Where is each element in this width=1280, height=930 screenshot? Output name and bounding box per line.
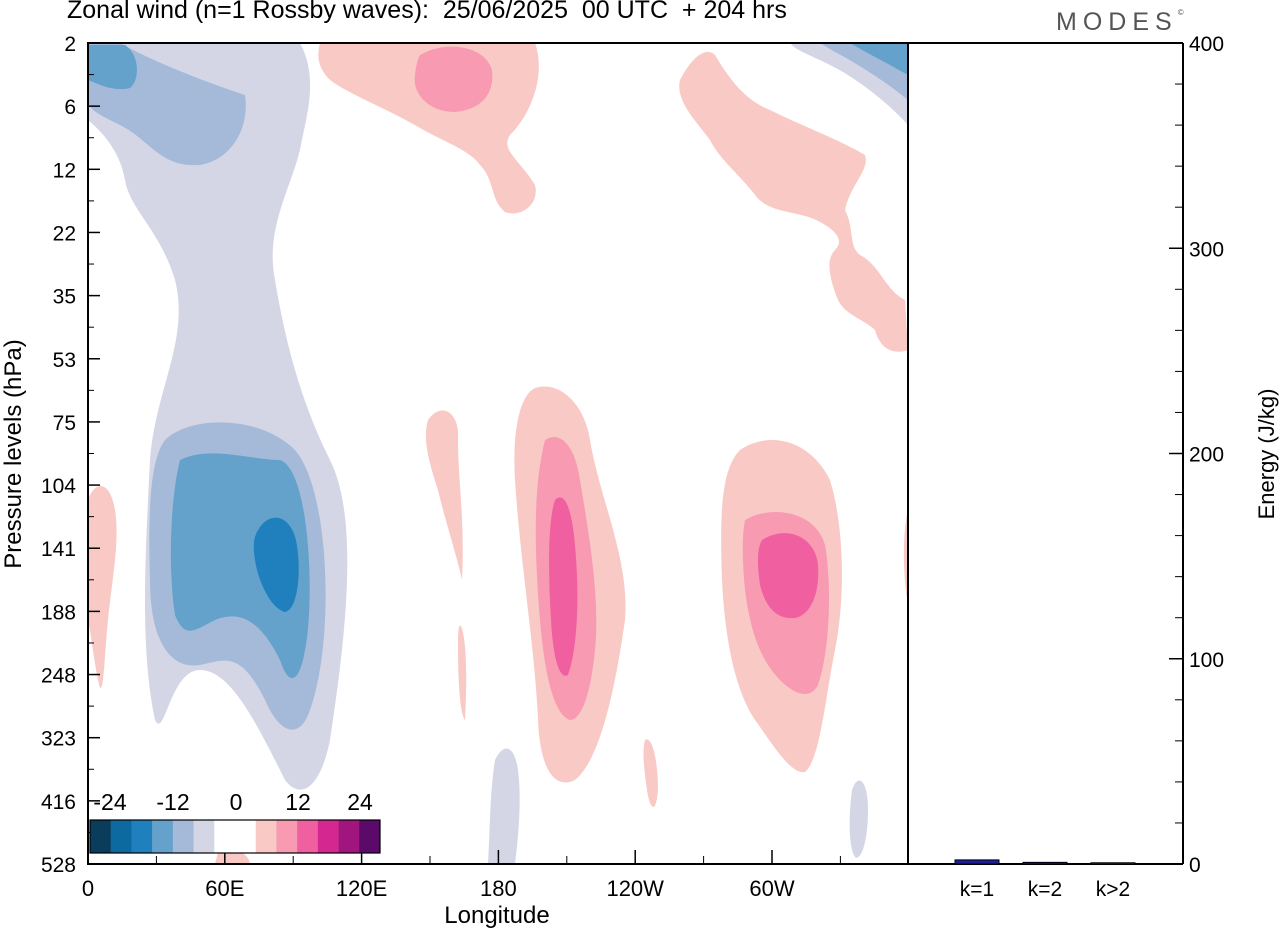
x-tick-label: 60E bbox=[205, 876, 244, 901]
energy-bar bbox=[1022, 861, 1068, 865]
contour-pos-strip-b bbox=[458, 625, 467, 720]
y-axis-label: Pressure levels (hPa) bbox=[0, 339, 27, 568]
y-tick-label: 53 bbox=[53, 349, 76, 372]
x-ticks: 0 60E 120E 180 120W 60W bbox=[82, 850, 841, 901]
energy-bar bbox=[1090, 862, 1136, 865]
y-tick-label: 141 bbox=[41, 538, 76, 561]
colorbar-swatch bbox=[214, 820, 236, 853]
contour-neg-topright-inner bbox=[850, 43, 908, 75]
colorbar-swatch bbox=[276, 820, 298, 853]
colorbar-swatch bbox=[359, 820, 381, 853]
colorbar-swatch bbox=[317, 820, 339, 853]
contour-field bbox=[88, 43, 908, 864]
y-tick-label: 22 bbox=[53, 222, 76, 245]
contour-neg-surface-b bbox=[849, 780, 868, 858]
energy-category-label: k>2 bbox=[1096, 878, 1130, 901]
brand-mark: © bbox=[1177, 8, 1184, 17]
energy-tick-label: 300 bbox=[1189, 238, 1224, 261]
energy-bar bbox=[954, 859, 1000, 865]
contour-pos-strip-a bbox=[425, 410, 463, 580]
colorbar-swatch bbox=[152, 820, 174, 853]
y-ticks: 2 6 12 22 35 53 75 104 141 188 248 323 416 528 bbox=[41, 33, 100, 877]
y-tick-label: 323 bbox=[41, 728, 76, 751]
colorbar-frame bbox=[89, 819, 381, 854]
y-tick-label: 6 bbox=[64, 96, 76, 119]
colorbar-swatch bbox=[255, 820, 277, 853]
contour-pos-leftedge bbox=[88, 486, 117, 689]
y-tick-label: 416 bbox=[41, 791, 76, 814]
x-tick-label: 180 bbox=[480, 876, 517, 901]
energy-axis-label: Energy (J/kg) bbox=[1254, 389, 1279, 520]
colorbar-swatch bbox=[297, 820, 319, 853]
colorbar-swatch bbox=[193, 820, 215, 853]
colorbar-swatch bbox=[90, 820, 112, 853]
x-tick-label: 120E bbox=[336, 876, 387, 901]
colorbar-label: -24 bbox=[93, 789, 126, 815]
colorbar-label: 12 bbox=[285, 789, 311, 815]
colorbar-label: 24 bbox=[347, 789, 373, 815]
colorbar-swatch bbox=[172, 820, 194, 853]
contour-pos-strip-c bbox=[643, 739, 658, 807]
energy-tick-label: 100 bbox=[1189, 649, 1224, 672]
energy-category-label: k=1 bbox=[960, 878, 994, 901]
contour-pos-rightedge bbox=[903, 510, 908, 605]
contour-neg-trop-flat bbox=[173, 503, 255, 583]
y-tick-label: 104 bbox=[41, 475, 76, 498]
colorbar-swatch bbox=[131, 820, 153, 853]
energy-tick-label: 200 bbox=[1189, 444, 1224, 467]
colorbar-label: 0 bbox=[230, 789, 243, 815]
y-tick-label: 188 bbox=[41, 601, 76, 624]
colorbar-swatch bbox=[235, 820, 257, 853]
chart-title: Zonal wind (n=1 Rossby waves): 25/06/202… bbox=[67, 0, 787, 24]
y-tick-label: 528 bbox=[41, 854, 76, 877]
brand-name: MODES bbox=[1056, 8, 1178, 36]
contour-neg-trop-core bbox=[253, 517, 299, 612]
contour-neg-surface-a bbox=[488, 748, 520, 864]
contour-neg-strat-inner bbox=[88, 45, 137, 90]
x-tick-label: 0 bbox=[82, 876, 94, 901]
energy-tick-label: 400 bbox=[1189, 33, 1224, 56]
contour-pos-strat-inner bbox=[414, 46, 493, 112]
colorbar-swatch bbox=[110, 820, 132, 853]
colorbar: -24 -12 0 12 24 bbox=[89, 789, 381, 854]
colorbar-label: -12 bbox=[156, 789, 189, 815]
y-tick-label: 35 bbox=[53, 286, 76, 309]
contour-pos-60w-inner bbox=[757, 533, 819, 619]
y-tick-label: 75 bbox=[53, 412, 76, 435]
colorbar-swatch bbox=[338, 820, 360, 853]
x-axis-label: Longitude bbox=[444, 902, 549, 929]
y-tick-label: 248 bbox=[41, 665, 76, 688]
x-tick-label: 120W bbox=[606, 876, 664, 901]
contour-pos-upperright bbox=[679, 51, 908, 352]
contour-pos-bottom bbox=[215, 850, 250, 864]
y-tick-label: 12 bbox=[53, 159, 76, 182]
energy-tick-label: 0 bbox=[1189, 854, 1201, 877]
y-tick-label: 2 bbox=[64, 33, 76, 56]
contour-pos-180-inner bbox=[549, 497, 578, 676]
x-tick-label: 60W bbox=[749, 876, 794, 901]
brand-logo: MODES© bbox=[1056, 8, 1184, 37]
energy-category-label: k=2 bbox=[1028, 878, 1062, 901]
energy-chart: 0 100 200 300 400 k=1 k=2 k>2 bbox=[954, 33, 1224, 901]
